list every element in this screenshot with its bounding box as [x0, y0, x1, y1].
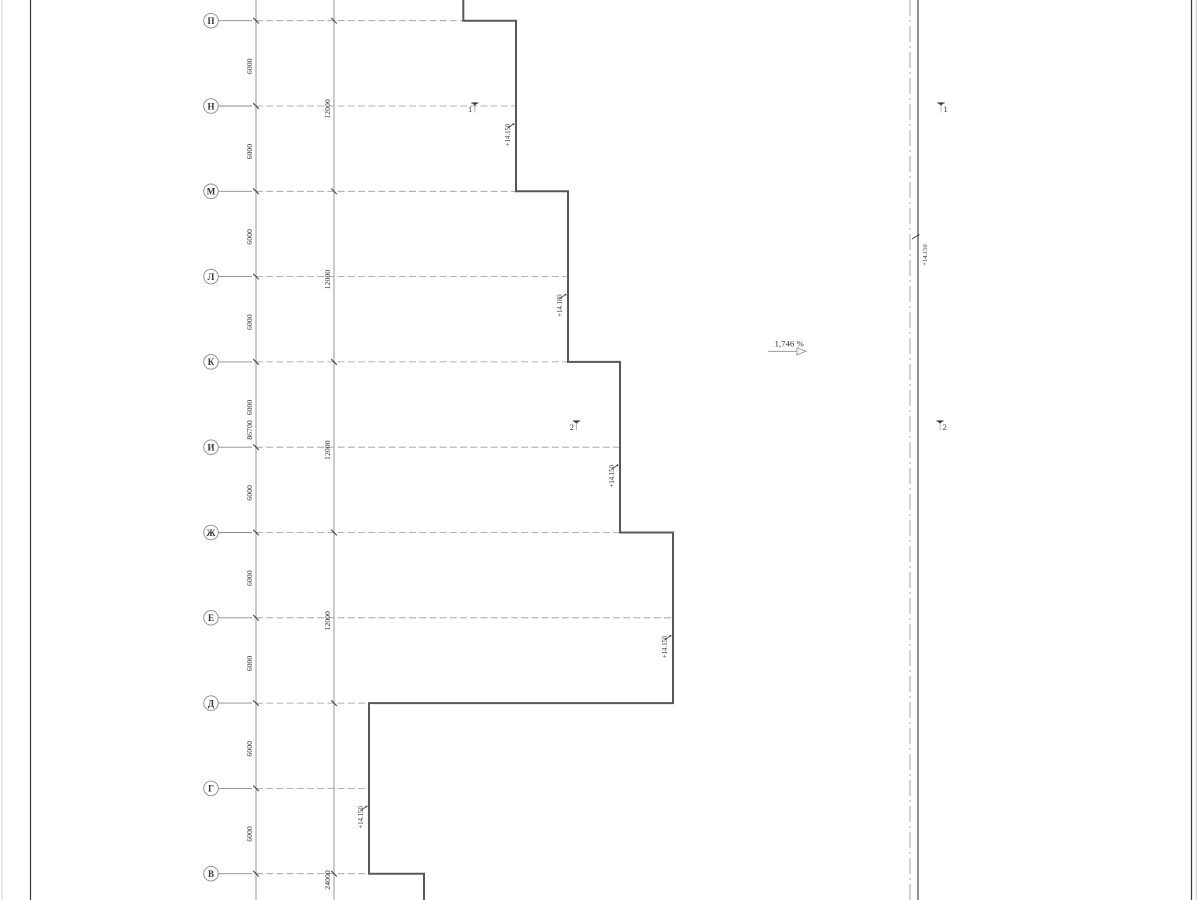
svg-text:Д: Д	[208, 698, 215, 708]
svg-text:1: 1	[468, 104, 472, 114]
svg-text:М: М	[207, 187, 216, 197]
svg-text:86700: 86700	[245, 420, 254, 440]
svg-text:Ж: Ж	[207, 528, 216, 538]
svg-text:1,746 %: 1,746 %	[775, 339, 805, 349]
svg-text:+14.150: +14.150	[922, 244, 929, 266]
svg-text:+14.150: +14.150	[505, 123, 512, 146]
svg-text:+14.150: +14.150	[609, 464, 616, 487]
svg-text:Л: Л	[208, 272, 215, 282]
svg-text:+14.180: +14.180	[557, 294, 564, 317]
svg-text:6000: 6000	[245, 58, 254, 74]
svg-text:Н: Н	[207, 101, 214, 111]
svg-text:+14.150: +14.150	[662, 635, 669, 658]
svg-text:24000: 24000	[323, 870, 332, 890]
svg-text:6000: 6000	[245, 400, 254, 416]
svg-text:6000: 6000	[245, 570, 254, 586]
svg-text:В: В	[208, 869, 214, 879]
svg-text:Г: Г	[208, 784, 214, 794]
svg-text:6000: 6000	[245, 485, 254, 501]
svg-text:1: 1	[944, 104, 948, 114]
svg-text:Е: Е	[208, 613, 214, 623]
svg-text:И: И	[207, 443, 214, 453]
svg-text:12000: 12000	[323, 270, 332, 290]
svg-text:6000: 6000	[245, 826, 254, 842]
svg-text:2: 2	[943, 422, 947, 432]
svg-text:12000: 12000	[323, 611, 332, 631]
svg-text:2: 2	[570, 422, 574, 432]
svg-text:+14.150: +14.150	[358, 806, 365, 829]
svg-text:6000: 6000	[245, 656, 254, 672]
svg-text:12000: 12000	[323, 440, 332, 460]
svg-text:К: К	[208, 357, 215, 367]
svg-text:12000: 12000	[323, 99, 332, 119]
svg-text:6000: 6000	[245, 144, 254, 160]
svg-text:6000: 6000	[245, 229, 254, 245]
svg-text:П: П	[207, 16, 214, 26]
svg-text:6000: 6000	[245, 314, 254, 330]
svg-text:6000: 6000	[245, 741, 254, 757]
